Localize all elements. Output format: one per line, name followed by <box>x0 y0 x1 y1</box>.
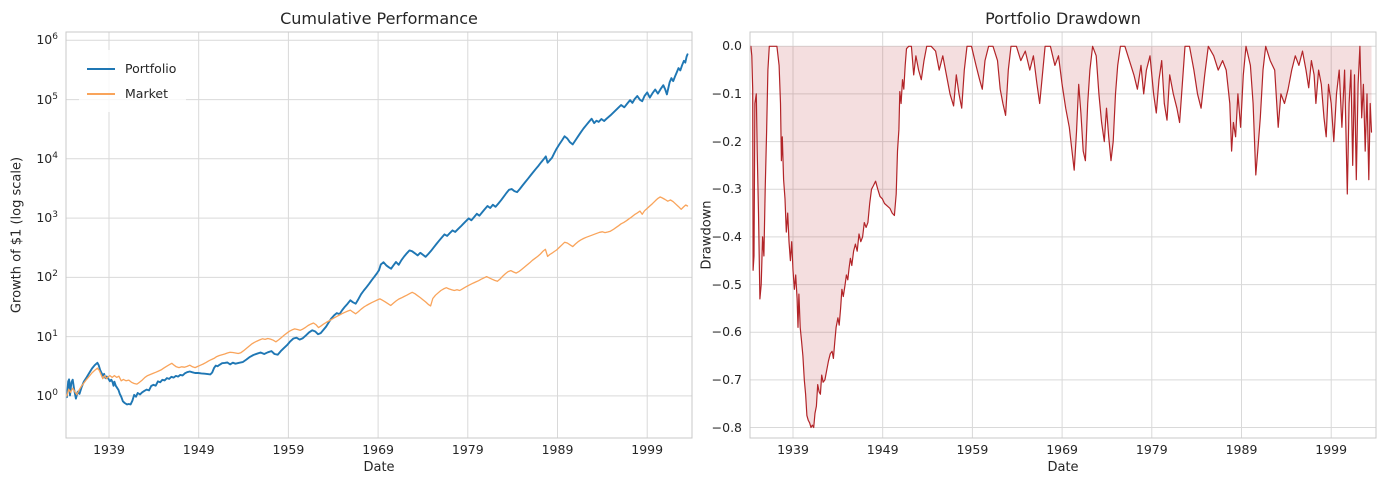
y-tick-label: 0.0 <box>722 38 742 54</box>
x-tick-label: 1969 <box>1046 442 1078 457</box>
y-tick-label: 101 <box>36 328 58 344</box>
y-tick-label: −0.1 <box>711 85 742 101</box>
y-tick-label: −0.4 <box>711 228 742 244</box>
y-tick-label: 106 <box>36 32 58 48</box>
y-tick-label: −0.2 <box>711 133 742 149</box>
legend-label-market: Market <box>125 86 168 101</box>
portfolio-line-swatch-icon <box>87 67 115 70</box>
market-line-swatch-icon <box>87 92 115 95</box>
y-tick-label: 105 <box>36 91 58 107</box>
y-tick-label: 103 <box>36 210 58 226</box>
x-tick-label: 1939 <box>777 442 809 457</box>
y-tick-label: 100 <box>36 387 58 404</box>
legend-item-portfolio: Portfolio <box>87 56 176 81</box>
x-tick-label: 1999 <box>1315 442 1348 457</box>
x-tick-label: 1989 <box>541 442 574 457</box>
x-tick-label: 1979 <box>1135 442 1168 457</box>
x-tick-label: 1989 <box>1225 442 1258 457</box>
y-tick-label: 102 <box>36 269 58 285</box>
x-tick-label: 1939 <box>93 442 125 457</box>
x-tick-label: 1969 <box>362 442 394 457</box>
legend-label-portfolio: Portfolio <box>125 61 177 76</box>
x-tick-label: 1959 <box>956 442 989 457</box>
left-chart-title: Cumulative Performance <box>280 9 478 28</box>
y-tick-label: −0.6 <box>711 324 742 340</box>
x-tick-label: 1949 <box>182 442 215 457</box>
x-tick-label: 1959 <box>272 442 305 457</box>
y-tick-label: −0.8 <box>711 419 742 435</box>
legend-item-market: Market <box>87 81 176 106</box>
x-tick-label: 1999 <box>631 442 664 457</box>
legend: Portfolio Market <box>79 50 187 112</box>
left-y-axis-label: Growth of $1 (log scale) <box>9 156 25 314</box>
y-tick-label: −0.5 <box>711 276 742 292</box>
left-x-axis-label: Date <box>363 460 395 475</box>
y-tick-label: −0.3 <box>711 181 742 197</box>
x-tick-label: 1979 <box>451 442 484 457</box>
right-x-axis-label: Date <box>1047 460 1079 475</box>
x-tick-label: 1949 <box>866 442 899 457</box>
y-tick-label: −0.7 <box>711 371 742 387</box>
right-chart-title: Portfolio Drawdown <box>985 9 1141 28</box>
y-tick-label: 104 <box>36 150 58 166</box>
